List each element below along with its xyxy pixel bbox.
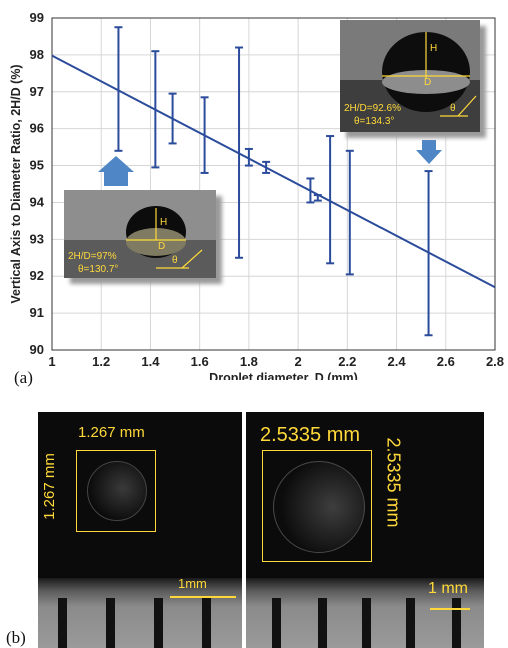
right-top-label: 2.5335 mm (260, 424, 361, 446)
inset-left-h: H (160, 217, 168, 228)
y-tick-label: 95 (30, 158, 44, 173)
ruler-left (38, 578, 242, 648)
arrow-up-icon (98, 156, 134, 186)
x-tick-label: 2.4 (388, 354, 407, 369)
y-tick-label: 98 (30, 47, 44, 62)
photo-left: 1.267 mm 1.267 mm 1mm (38, 412, 242, 648)
x-tick-label: 1 (48, 354, 55, 369)
arrow-down-icon (416, 140, 442, 164)
inset-left-drawing (64, 190, 216, 278)
chart: 1 1.2 1.4 1.6 1.8 2 2.2 2.4 2.6 2.8 90 91 92 93 94 95 96… (9, 10, 504, 380)
left-side-label: 1.267 mm (40, 453, 58, 520)
y-tick-label: 92 (30, 268, 44, 283)
y-tick-label: 90 (30, 342, 44, 357)
y-tick-label: 93 (30, 231, 44, 246)
bbox-left (76, 450, 156, 532)
inset-right-drawing (340, 20, 480, 132)
x-tick-label: 1.6 (191, 354, 209, 369)
y-tick-label: 94 (30, 194, 45, 209)
right-scale-label: 1 mm (428, 580, 468, 597)
x-tick-label: 2 (294, 354, 301, 369)
plot-frame (51, 17, 496, 351)
photo-right: 2.5335 mm 2.5335 mm 1 mm (246, 412, 484, 648)
x-axis-label: Droplet diameter, D (mm) (209, 371, 358, 380)
x-tick-label: 1.8 (240, 354, 258, 369)
inset-right-angle: θ=134.3° (354, 116, 395, 127)
y-axis-label: Vertical Axis to Diameter Ratio, 2H/D (%… (9, 64, 23, 303)
left-scale-bar (170, 596, 236, 598)
bbox-right (262, 450, 372, 562)
y-tick-label: 99 (30, 10, 44, 25)
right-scale-bar (430, 608, 470, 610)
y-tick-label: 97 (30, 84, 44, 99)
left-scale-label: 1mm (178, 576, 207, 591)
inset-left-theta: θ (172, 255, 178, 266)
droplet-left (87, 461, 147, 521)
inset-right-theta: θ (450, 103, 456, 114)
inset-right-d: D (424, 77, 432, 88)
droplet-right (273, 461, 365, 553)
panel-a-letter: (a) (14, 368, 33, 387)
x-tick-label: 1.4 (141, 354, 160, 369)
inset-left-photo: H D θ 2H/D=97% θ=130.7° (64, 190, 216, 278)
inset-left-angle: θ=130.7° (78, 264, 119, 275)
x-tick-label: 2.2 (338, 354, 356, 369)
inset-left-ratio: 2H/D=97% (68, 251, 117, 262)
inset-right-photo: H D θ 2H/D=92.6% θ=134.3° (340, 20, 480, 132)
x-tick-label: 2.8 (486, 354, 504, 369)
panel-b-letter: (b) (6, 628, 26, 647)
fit-line (51, 54, 496, 289)
inset-left-d: D (158, 241, 166, 252)
right-side-label: 2.5335 mm (383, 437, 404, 528)
x-tick-label: 2.6 (437, 354, 455, 369)
x-tick-label: 1.2 (92, 354, 110, 369)
left-top-label: 1.267 mm (78, 424, 145, 441)
ruler-right (246, 578, 484, 648)
inset-right-h: H (430, 43, 438, 54)
inset-right-ratio: 2H/D=92.6% (344, 103, 401, 114)
y-tick-label: 96 (30, 121, 44, 136)
y-tick-label: 91 (30, 305, 44, 320)
